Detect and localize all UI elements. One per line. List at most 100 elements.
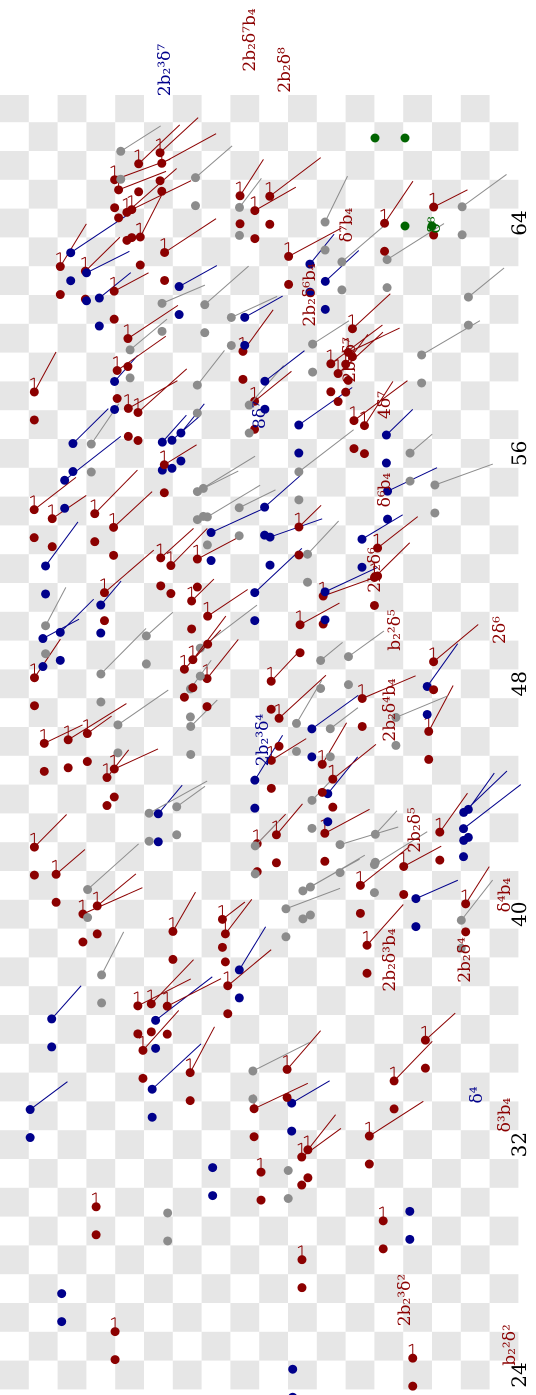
checker-cell <box>57 669 87 699</box>
checker-cell <box>489 928 519 958</box>
checker-cell <box>316 928 346 958</box>
arrow <box>272 820 277 824</box>
checker-cell <box>489 122 519 151</box>
checker-cell <box>201 295 231 324</box>
dot <box>333 397 343 407</box>
arrow <box>92 891 98 895</box>
checker-cell <box>403 1303 432 1332</box>
dot <box>66 248 76 258</box>
dot <box>357 721 367 731</box>
element-label: 2b₂δ⁴b₄ <box>380 678 400 741</box>
edge <box>239 159 264 197</box>
checker-cell <box>57 1360 87 1390</box>
arrow <box>252 829 258 833</box>
checker-cell <box>460 669 490 699</box>
edge <box>82 887 143 915</box>
checker-cell <box>432 237 461 267</box>
dot <box>307 752 317 762</box>
dot <box>333 369 343 379</box>
checker-cell <box>172 1360 202 1390</box>
arrow <box>136 222 141 226</box>
dot <box>122 235 132 245</box>
checker-cell <box>460 266 490 295</box>
checker-cell <box>144 410 173 439</box>
arrow <box>256 1157 262 1161</box>
dot <box>234 993 244 1003</box>
dot <box>369 888 379 898</box>
checker-cell <box>374 640 404 670</box>
checker-cell <box>0 669 29 699</box>
dot <box>109 764 119 774</box>
checker-cell <box>489 871 519 900</box>
checker-cell <box>489 525 519 555</box>
dot <box>141 631 151 641</box>
edge <box>403 845 442 867</box>
dot <box>297 1255 307 1265</box>
dot <box>123 362 133 372</box>
checker-cell <box>489 1043 519 1073</box>
checker-cell <box>57 323 87 353</box>
checker-cell <box>432 1331 461 1361</box>
edge <box>59 598 95 633</box>
dot <box>323 817 333 827</box>
dot <box>305 259 315 269</box>
dot <box>110 404 120 414</box>
checker-cell <box>460 1303 490 1332</box>
dot <box>298 886 308 896</box>
dot <box>463 320 473 330</box>
dot <box>399 889 409 899</box>
dot <box>47 542 57 552</box>
dot <box>298 914 308 924</box>
dot <box>55 262 65 272</box>
dot <box>294 522 304 532</box>
dot <box>86 439 96 449</box>
checker-cell <box>201 1274 231 1303</box>
checker-cell <box>403 611 432 641</box>
checker-cell <box>201 1159 231 1188</box>
arrow <box>362 930 368 934</box>
checker-cell <box>172 842 202 871</box>
edge <box>291 1080 330 1104</box>
dot <box>146 999 156 1009</box>
checker-cell <box>28 467 58 497</box>
dot <box>250 841 260 851</box>
dot <box>429 685 439 695</box>
arrow <box>40 728 45 732</box>
checker-cell <box>460 1072 490 1102</box>
checker-cell <box>172 1130 202 1159</box>
dot <box>147 1112 157 1122</box>
checker-cell <box>259 237 288 267</box>
checker-cell <box>460 1130 490 1159</box>
dot <box>168 954 178 964</box>
dot <box>179 692 189 702</box>
checker-cell <box>0 439 29 468</box>
dot <box>208 1163 218 1173</box>
dot <box>282 1064 292 1074</box>
dot <box>373 571 383 581</box>
dot <box>92 929 102 939</box>
dot <box>185 1096 195 1106</box>
edge <box>100 580 122 606</box>
dot <box>39 738 49 748</box>
dot <box>343 375 353 385</box>
edge <box>393 1040 433 1082</box>
dot <box>355 908 365 918</box>
edge <box>360 846 410 886</box>
checker-cell <box>403 1245 432 1275</box>
dot <box>133 407 143 417</box>
edge <box>113 272 149 292</box>
dot <box>370 857 380 867</box>
dot <box>294 448 304 458</box>
dot <box>51 869 61 879</box>
checker-cell <box>28 237 58 267</box>
dot <box>83 913 93 923</box>
dot <box>51 897 61 907</box>
dot <box>96 628 106 638</box>
dot <box>266 783 276 793</box>
checker-cell <box>201 583 231 612</box>
arrow <box>202 664 208 668</box>
dot <box>357 562 367 572</box>
dot <box>248 1066 258 1076</box>
element-label: 2b₂δ⁸ <box>275 47 295 93</box>
edge <box>302 858 360 892</box>
